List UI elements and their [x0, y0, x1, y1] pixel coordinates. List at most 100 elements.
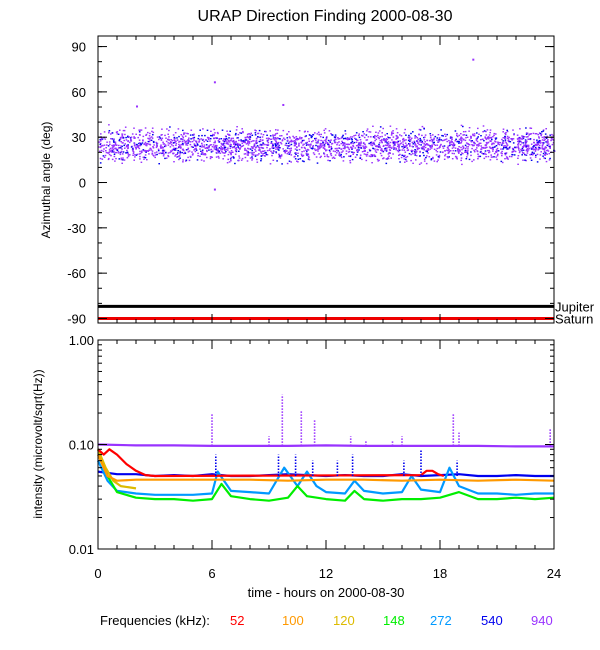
azimuth-point — [123, 144, 125, 147]
azimuth-point — [389, 125, 392, 127]
azimuth-point — [379, 146, 382, 149]
azimuth-point — [274, 134, 276, 136]
azimuth-point — [441, 139, 444, 142]
azimuth-point — [191, 151, 193, 153]
azimuth-point — [503, 146, 505, 149]
azimuth-point — [335, 149, 338, 152]
azimuth-point — [221, 150, 223, 153]
azimuth-point — [154, 156, 156, 159]
azimuth-point — [330, 133, 332, 135]
azimuth-point — [448, 156, 450, 158]
azimuth-point — [424, 144, 427, 146]
azimuth-point — [395, 148, 397, 151]
azimuth-point — [276, 146, 279, 149]
azimuth-point — [537, 143, 539, 146]
azimuth-point — [514, 146, 516, 148]
azimuth-outlier-point — [472, 58, 475, 61]
azimuth-point — [228, 134, 231, 136]
azimuth-point — [112, 140, 115, 142]
azimuth-point — [546, 153, 548, 155]
azimuth-point — [205, 139, 207, 141]
azimuth-point — [172, 145, 175, 147]
azimuth-point — [175, 142, 178, 145]
azimuth-point — [517, 155, 520, 157]
azimuth-point — [541, 145, 544, 147]
azimuth-point — [122, 151, 125, 153]
azimuth-point — [309, 146, 311, 148]
azimuth-point — [537, 133, 539, 136]
azimuth-point — [275, 141, 278, 143]
azimuth-point — [460, 136, 462, 138]
azimuth-point — [411, 151, 413, 153]
azimuth-point — [318, 153, 320, 155]
azimuth-point — [378, 143, 380, 146]
azimuth-point — [524, 144, 526, 147]
azimuth-point — [276, 142, 278, 144]
azimuth-point — [493, 143, 495, 145]
azimuth-point — [193, 133, 195, 135]
azimuth-point — [308, 156, 310, 158]
azimuth-point — [290, 139, 293, 141]
azimuth-point — [301, 154, 303, 157]
azimuth-point — [227, 147, 229, 149]
azimuth-point — [511, 151, 513, 153]
azimuth-point — [404, 161, 406, 163]
azimuth-point — [455, 138, 457, 140]
azimuth-point — [484, 144, 487, 146]
azimuth-point — [415, 159, 417, 161]
azimuth-point — [421, 125, 424, 128]
azimuth-point — [255, 154, 257, 156]
azimuth-point — [520, 138, 523, 140]
azimuth-point — [411, 149, 413, 152]
azimuth-point — [460, 137, 462, 139]
azimuth-point — [209, 157, 212, 160]
azimuth-point — [229, 143, 232, 146]
azimuth-point — [446, 140, 448, 143]
azimuth-point — [496, 158, 498, 161]
azimuth-point — [551, 143, 554, 146]
azimuth-point — [351, 147, 354, 149]
azimuth-point — [512, 147, 515, 150]
azimuth-point — [351, 141, 354, 143]
azimuth-point — [244, 156, 247, 159]
azimuth-point — [311, 135, 313, 138]
azimuth-point — [138, 131, 141, 133]
azimuth-point — [293, 142, 296, 144]
azimuth-point — [487, 136, 490, 138]
azimuth-point — [379, 126, 382, 128]
azimuth-point — [342, 147, 345, 150]
azimuth-point — [279, 157, 282, 159]
azimuth-point — [230, 156, 233, 159]
azimuth-point — [214, 144, 217, 147]
azimuth-point — [539, 154, 542, 156]
azimuth-point — [286, 162, 289, 165]
azimuth-point — [350, 146, 352, 148]
azimuth-point — [501, 138, 503, 141]
azimuth-point — [262, 147, 265, 149]
azimuth-point — [222, 143, 225, 145]
azimuth-point — [235, 132, 237, 135]
azimuth-point — [211, 146, 214, 148]
azimuth-point — [176, 147, 178, 150]
azimuth-point — [358, 149, 360, 151]
azimuth-point — [504, 158, 506, 160]
azimuth-point — [266, 146, 268, 149]
azimuth-point — [522, 159, 524, 161]
azimuth-point — [167, 152, 170, 154]
azimuth-point — [429, 133, 432, 135]
azimuth-point — [409, 144, 411, 146]
azimuth-point — [442, 145, 444, 148]
series-148-khz — [96, 448, 555, 502]
azimuth-point — [429, 146, 432, 148]
azimuth-point — [502, 128, 505, 130]
azimuth-point — [530, 148, 533, 150]
azimuth-point — [220, 142, 223, 145]
azimuth-point — [165, 145, 167, 147]
azimuth-point — [534, 146, 537, 149]
azimuth-point — [403, 132, 406, 134]
azimuth-point — [433, 148, 436, 150]
azimuth-point — [311, 148, 314, 150]
azimuth-point — [208, 145, 210, 147]
azimuth-point — [277, 129, 279, 131]
azimuth-point — [251, 156, 253, 158]
